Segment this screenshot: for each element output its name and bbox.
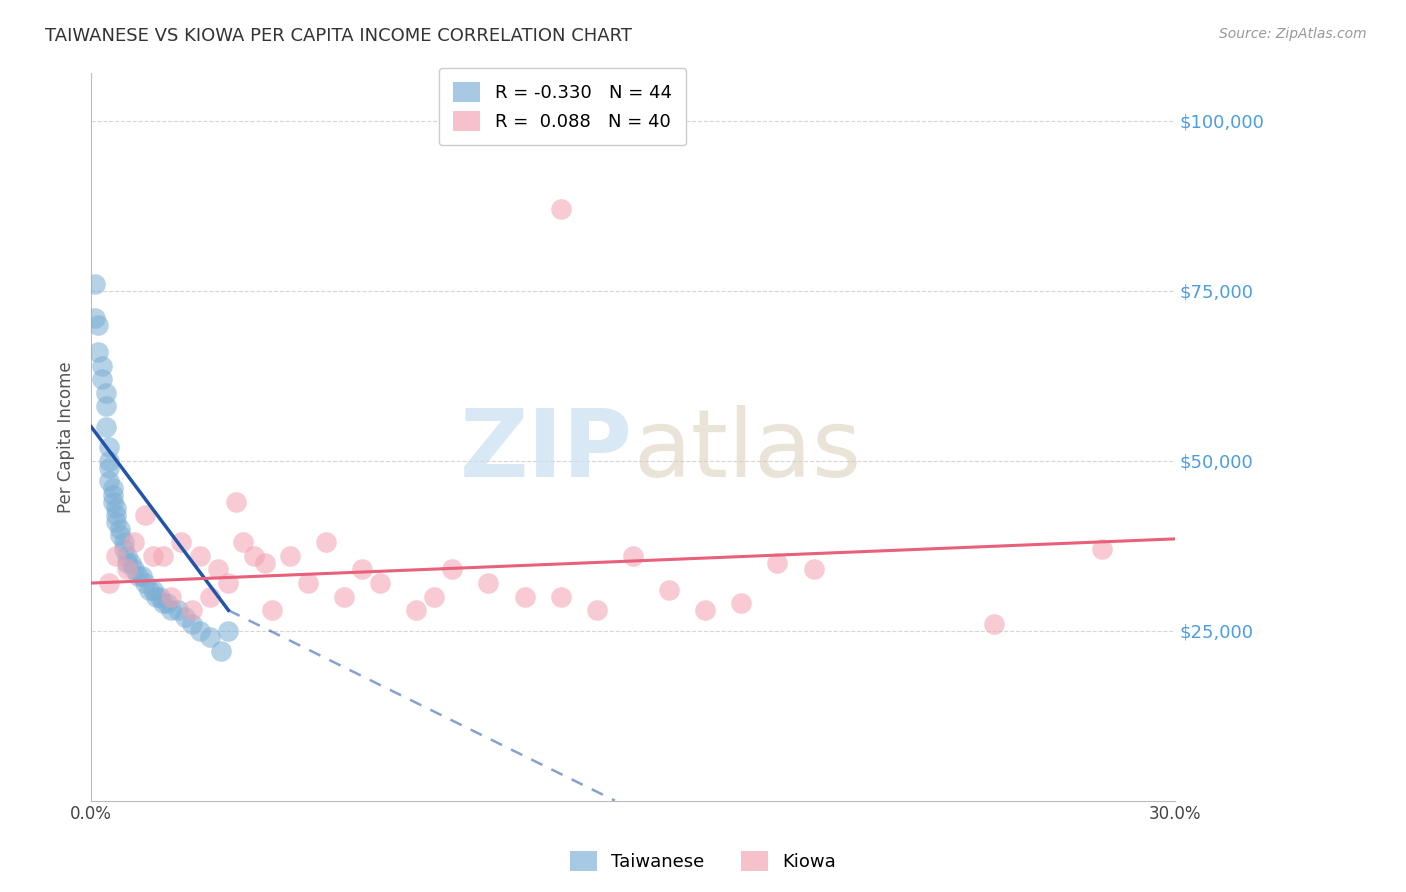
Point xyxy=(1091,542,1114,557)
Point xyxy=(315,535,337,549)
Point xyxy=(225,494,247,508)
Point xyxy=(134,508,156,522)
Point xyxy=(98,474,121,488)
Point xyxy=(94,385,117,400)
Point xyxy=(441,562,464,576)
Point xyxy=(138,582,160,597)
Point xyxy=(98,460,121,475)
Point xyxy=(105,515,128,529)
Point xyxy=(188,624,211,638)
Point xyxy=(105,549,128,563)
Text: Source: ZipAtlas.com: Source: ZipAtlas.com xyxy=(1219,27,1367,41)
Point xyxy=(117,549,139,563)
Point xyxy=(585,603,607,617)
Point xyxy=(333,590,356,604)
Legend: R = -0.330   N = 44, R =  0.088   N = 40: R = -0.330 N = 44, R = 0.088 N = 40 xyxy=(439,68,686,145)
Point xyxy=(117,562,139,576)
Point xyxy=(170,535,193,549)
Point xyxy=(108,528,131,542)
Point xyxy=(242,549,264,563)
Point xyxy=(166,603,188,617)
Point xyxy=(127,569,149,583)
Point xyxy=(142,582,165,597)
Point xyxy=(87,318,110,332)
Point xyxy=(156,597,179,611)
Point xyxy=(83,310,105,325)
Point xyxy=(550,590,572,604)
Point xyxy=(98,440,121,454)
Point xyxy=(112,542,135,557)
Point xyxy=(207,562,229,576)
Y-axis label: Per Capita Income: Per Capita Income xyxy=(58,361,75,513)
Point xyxy=(105,508,128,522)
Point xyxy=(91,359,114,373)
Point xyxy=(181,603,204,617)
Point xyxy=(117,556,139,570)
Legend: Taiwanese, Kiowa: Taiwanese, Kiowa xyxy=(562,844,844,879)
Point xyxy=(124,535,146,549)
Point xyxy=(98,453,121,467)
Point xyxy=(149,590,172,604)
Point xyxy=(91,372,114,386)
Point xyxy=(423,590,446,604)
Point xyxy=(112,535,135,549)
Point xyxy=(200,631,222,645)
Point xyxy=(352,562,374,576)
Point xyxy=(105,501,128,516)
Point xyxy=(134,576,156,591)
Point xyxy=(658,582,681,597)
Point xyxy=(803,562,825,576)
Point xyxy=(297,576,319,591)
Point xyxy=(152,549,174,563)
Point xyxy=(730,597,752,611)
Point xyxy=(209,644,232,658)
Point xyxy=(94,419,117,434)
Point xyxy=(278,549,301,563)
Point xyxy=(145,590,167,604)
Point xyxy=(174,610,197,624)
Point xyxy=(217,624,239,638)
Point xyxy=(621,549,644,563)
Point xyxy=(405,603,427,617)
Text: ZIP: ZIP xyxy=(460,406,633,498)
Point xyxy=(550,202,572,217)
Point xyxy=(131,569,153,583)
Point xyxy=(188,549,211,563)
Point xyxy=(98,576,121,591)
Point xyxy=(152,597,174,611)
Point xyxy=(159,590,181,604)
Point xyxy=(120,556,142,570)
Point xyxy=(94,400,117,414)
Point xyxy=(766,556,789,570)
Point xyxy=(87,345,110,359)
Point xyxy=(260,603,283,617)
Point xyxy=(200,590,222,604)
Point xyxy=(513,590,536,604)
Point xyxy=(159,603,181,617)
Point xyxy=(108,522,131,536)
Point xyxy=(477,576,499,591)
Text: TAIWANESE VS KIOWA PER CAPITA INCOME CORRELATION CHART: TAIWANESE VS KIOWA PER CAPITA INCOME COR… xyxy=(45,27,631,45)
Point xyxy=(101,488,124,502)
Point xyxy=(101,481,124,495)
Point xyxy=(232,535,254,549)
Point xyxy=(101,494,124,508)
Point xyxy=(983,616,1005,631)
Point xyxy=(83,277,105,291)
Point xyxy=(253,556,276,570)
Point xyxy=(142,549,165,563)
Point xyxy=(217,576,239,591)
Point xyxy=(124,562,146,576)
Text: atlas: atlas xyxy=(633,406,862,498)
Point xyxy=(181,616,204,631)
Point xyxy=(368,576,391,591)
Point xyxy=(695,603,717,617)
